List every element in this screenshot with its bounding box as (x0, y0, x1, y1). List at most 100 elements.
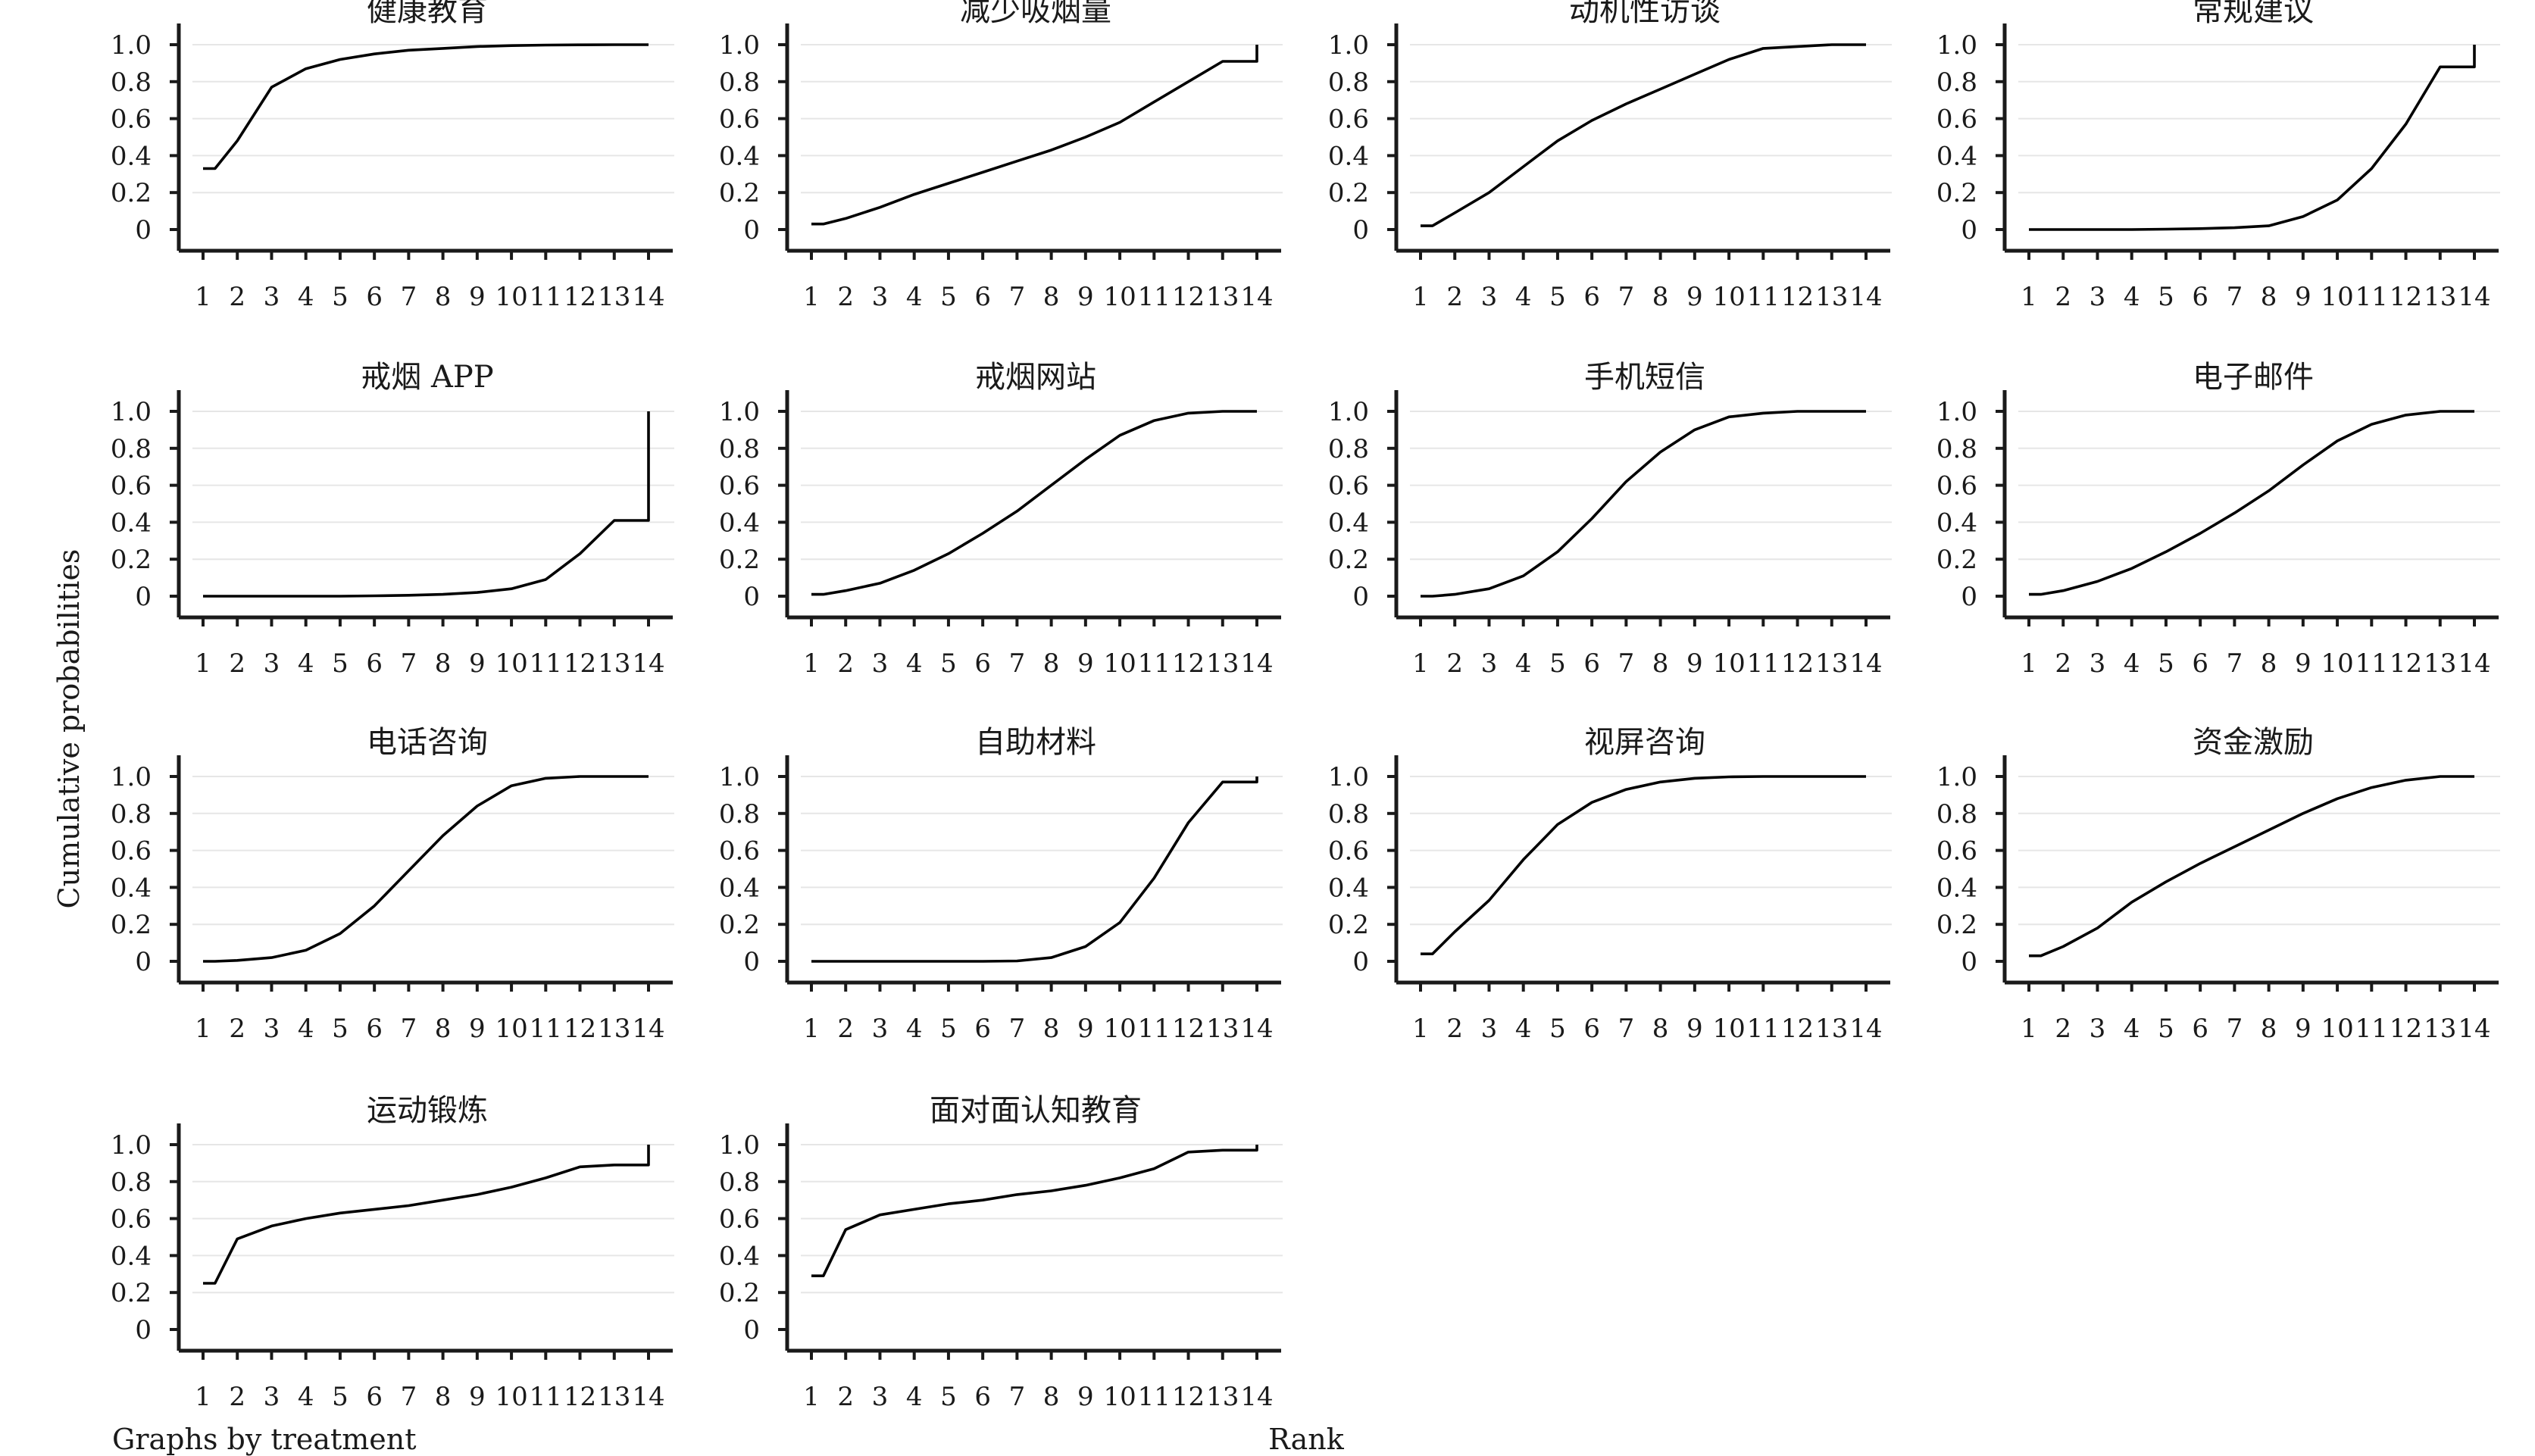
y-tick-label: 1.0 (111, 762, 152, 792)
x-tick-label: 3 (872, 282, 889, 312)
x-tick-label: 6 (2192, 648, 2208, 679)
x-tick-label: 1 (195, 282, 211, 312)
y-tick-label: 0.4 (1936, 873, 1977, 903)
x-tick-label: 13 (1206, 1382, 1239, 1412)
x-tick-label: 5 (332, 1014, 349, 1044)
y-tick-label: 0.4 (1936, 141, 1977, 171)
x-tick-label: 2 (837, 1014, 854, 1044)
y-tick-label: 0.2 (1328, 545, 1369, 575)
x-tick-label: 8 (1043, 282, 1060, 312)
x-tick-label: 3 (1481, 648, 1498, 679)
x-tick-label: 10 (495, 648, 527, 679)
x-tick-label: 13 (598, 648, 630, 679)
x-tick-label: 9 (1686, 282, 1703, 312)
cumulative-line (1421, 43, 1866, 227)
x-tick-label: 14 (632, 1014, 664, 1044)
y-tick-label: 0.8 (111, 434, 152, 464)
panel-title: 戒烟 APP (361, 360, 493, 395)
x-tick-label: 5 (940, 1014, 957, 1044)
x-tick-label: 12 (1172, 1014, 1205, 1044)
y-tick-label: 0.2 (1328, 178, 1369, 208)
x-tick-label: 14 (1849, 282, 1882, 312)
y-tick-label: 1.0 (719, 762, 760, 792)
y-tick-label: 0.6 (111, 105, 152, 135)
x-tick-label: 12 (2390, 648, 2422, 679)
y-tick-label: 0.6 (719, 471, 760, 501)
x-tick-label: 1 (195, 1382, 211, 1412)
x-tick-label: 9 (469, 1014, 486, 1044)
x-tick-label: 2 (1446, 648, 1463, 679)
x-tick-label: 13 (598, 1382, 630, 1412)
x-tick-label: 11 (1138, 1382, 1171, 1412)
x-tick-label: 3 (264, 1382, 280, 1412)
panel-title: 面对面认知教育 (930, 1093, 1142, 1128)
x-tick-label: 5 (2158, 1014, 2174, 1044)
x-tick-label: 2 (837, 282, 854, 312)
x-tick-label: 10 (1712, 1014, 1745, 1044)
x-tick-label: 4 (2124, 648, 2140, 679)
x-tick-label: 7 (401, 1382, 417, 1412)
x-tick-label: 11 (1138, 282, 1171, 312)
x-tick-label: 2 (229, 1382, 245, 1412)
x-tick-label: 9 (1077, 648, 1094, 679)
y-tick-label: 0.2 (719, 910, 760, 940)
cumulative-line (203, 43, 649, 170)
y-tick-label: 0.8 (1328, 434, 1369, 464)
y-tick-label: 0 (743, 582, 760, 612)
x-tick-label: 2 (229, 1014, 245, 1044)
y-tick-label: 1.0 (719, 30, 760, 61)
panel-title: 电子邮件 (2193, 360, 2314, 395)
cumulative-line (811, 1145, 1258, 1277)
x-tick-label: 10 (1712, 282, 1745, 312)
x-tick-label: 9 (469, 282, 486, 312)
y-tick-label: 0.2 (111, 545, 152, 575)
x-tick-label: 13 (598, 282, 630, 312)
x-tick-label: 9 (2295, 282, 2312, 312)
y-tick-label: 0 (1352, 215, 1369, 245)
y-tick-label: 0.2 (1936, 545, 1977, 575)
y-tick-label: 0.2 (111, 1278, 152, 1308)
x-tick-label: 13 (1815, 648, 1848, 679)
x-tick-label: 4 (906, 648, 923, 679)
y-tick-label: 0.6 (1328, 836, 1369, 867)
x-tick-label: 11 (530, 282, 562, 312)
x-tick-label: 2 (2055, 648, 2071, 679)
x-tick-label: 13 (2424, 648, 2456, 679)
x-tick-label: 12 (564, 282, 596, 312)
x-tick-label: 11 (1747, 282, 1780, 312)
x-tick-label: 12 (1781, 282, 1814, 312)
cumulative-line (1421, 775, 1866, 955)
y-tick-label: 0 (743, 1315, 760, 1345)
x-tick-label: 13 (1815, 282, 1848, 312)
x-tick-label: 10 (1712, 648, 1745, 679)
x-tick-label: 10 (495, 1382, 527, 1412)
y-tick-label: 0 (1961, 215, 1977, 245)
x-tick-label: 12 (1172, 648, 1205, 679)
y-tick-label: 1.0 (111, 397, 152, 427)
y-tick-label: 0.6 (1936, 836, 1977, 867)
panel-title: 健康教育 (367, 0, 488, 28)
x-tick-label: 9 (1077, 1382, 1094, 1412)
y-tick-label: 0.4 (111, 508, 152, 538)
x-tick-label: 2 (229, 282, 245, 312)
x-tick-label: 6 (2192, 1014, 2208, 1044)
y-tick-label: 0.8 (1936, 799, 1977, 830)
x-tick-label: 2 (2055, 282, 2071, 312)
x-tick-label: 10 (2321, 282, 2353, 312)
cumulative-line (2029, 775, 2474, 958)
x-tick-label: 5 (940, 282, 957, 312)
y-tick-label: 0.6 (111, 836, 152, 867)
x-tick-label: 7 (1009, 1014, 1026, 1044)
x-tick-label: 8 (435, 282, 452, 312)
x-tick-label: 10 (2321, 1014, 2353, 1044)
x-tick-label: 7 (401, 282, 417, 312)
panels-group: 00.20.40.60.81.01 2 3 4 5 6 7 8 9 10 11 12 13 14健康教育0… (111, 0, 2500, 1412)
x-tick-label: 9 (1077, 1014, 1094, 1044)
x-tick-label: 5 (332, 648, 349, 679)
x-tick-label: 5 (940, 1382, 957, 1412)
